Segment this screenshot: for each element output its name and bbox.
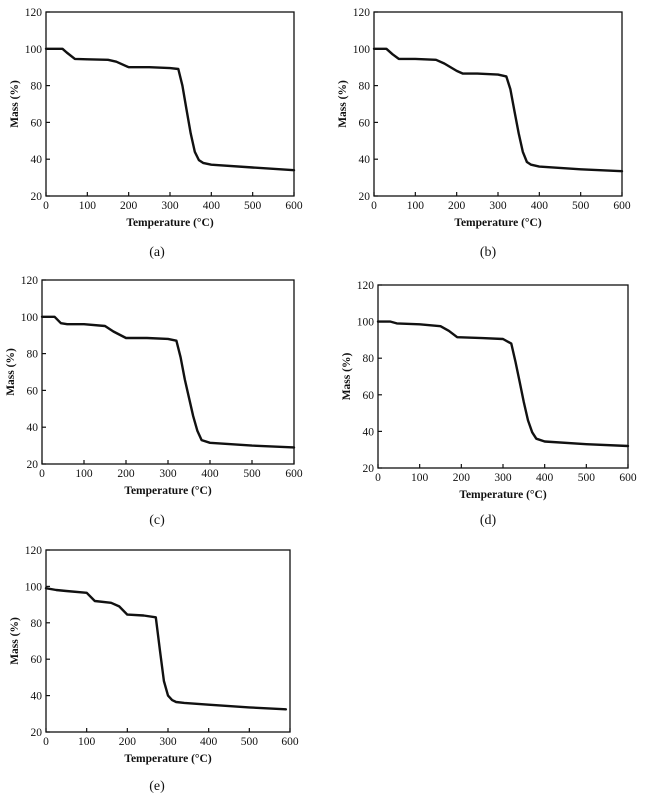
y-tick-label: 60 xyxy=(359,117,371,129)
y-axis-title: Mass (%) xyxy=(341,353,353,401)
y-tick-label: 40 xyxy=(31,691,43,703)
panel-caption: (c) xyxy=(149,513,165,528)
mass-loss-curve xyxy=(44,47,296,172)
panel-caption: (d) xyxy=(480,513,497,528)
plot-frame xyxy=(41,279,295,465)
panel-caption: (b) xyxy=(480,245,497,260)
y-tick-label: 20 xyxy=(31,727,43,739)
chart-panel-3: 20 40 60 80 100 120 0 100 200 300 400 500 600 Tempera… xyxy=(5,275,303,528)
y-axis-title: Mass (%) xyxy=(9,80,21,128)
x-tick-label: 500 xyxy=(241,736,259,748)
x-axis-title: Temperature (°C) xyxy=(124,485,211,497)
y-axis-title: Mass (%) xyxy=(9,617,21,665)
x-tick-label: 200 xyxy=(448,200,466,212)
x-tick-label: 0 xyxy=(43,200,49,212)
y-tick-label: 60 xyxy=(363,390,375,402)
x-tick-label: 300 xyxy=(159,736,177,748)
x-tick-label: 100 xyxy=(79,200,97,212)
x-tick-label: 200 xyxy=(120,200,138,212)
x-tick-label: 500 xyxy=(578,472,596,484)
panel-caption: (e) xyxy=(149,779,165,794)
y-tick-label: 120 xyxy=(25,545,43,557)
x-tick-label: 0 xyxy=(375,472,381,484)
x-tick-label: 0 xyxy=(43,736,49,748)
x-tick-label: 600 xyxy=(281,736,299,748)
x-tick-label: 400 xyxy=(203,200,221,212)
x-tick-label: 100 xyxy=(411,472,429,484)
y-tick-label: 100 xyxy=(357,317,375,329)
x-tick-label: 300 xyxy=(161,200,179,212)
mass-loss-curve xyxy=(40,315,296,449)
x-tick-label: 300 xyxy=(494,472,512,484)
plot-frame xyxy=(377,284,629,469)
chart-panel-5: 20 40 60 80 100 120 0 100 200 300 400 500 600 Tempera… xyxy=(9,545,299,794)
x-tick-label: 300 xyxy=(159,468,177,480)
y-tick-label: 80 xyxy=(27,349,39,361)
y-tick-label: 120 xyxy=(21,275,39,287)
x-tick-label: 600 xyxy=(285,200,303,212)
x-tick-label: 400 xyxy=(200,736,218,748)
y-tick-label: 80 xyxy=(363,353,375,365)
x-tick-label: 400 xyxy=(201,468,219,480)
y-tick-label: 120 xyxy=(353,7,371,19)
x-tick-label: 600 xyxy=(285,468,303,480)
y-tick-label: 100 xyxy=(25,44,43,56)
x-tick-label: 400 xyxy=(536,472,554,484)
x-tick-label: 100 xyxy=(407,200,425,212)
chart-panel-1: 20 40 60 80 100 120 0 100 200 300 400 500 600 Tempera… xyxy=(9,7,303,260)
y-axis-title: Mass (%) xyxy=(5,348,17,396)
y-tick-label: 20 xyxy=(31,191,43,203)
x-tick-label: 0 xyxy=(371,200,377,212)
y-tick-label: 120 xyxy=(357,280,375,292)
x-tick-label: 600 xyxy=(619,472,637,484)
x-tick-label: 200 xyxy=(117,468,135,480)
x-tick-label: 500 xyxy=(244,200,262,212)
y-tick-label: 20 xyxy=(359,191,371,203)
panel-caption: (a) xyxy=(149,245,165,260)
y-tick-label: 80 xyxy=(31,81,43,93)
x-tick-label: 200 xyxy=(119,736,137,748)
x-axis-title: Temperature (°C) xyxy=(459,489,546,501)
x-tick-label: 600 xyxy=(613,200,631,212)
mass-loss-curve xyxy=(44,587,288,711)
x-tick-label: 400 xyxy=(531,200,549,212)
x-tick-label: 0 xyxy=(39,468,45,480)
x-axis-title: Temperature (°C) xyxy=(126,217,213,229)
y-tick-label: 60 xyxy=(27,385,39,397)
chart-panel-2: 20 40 60 80 100 120 0 100 200 300 400 500 600 Tempera… xyxy=(337,7,631,260)
chart-panel-4: 20 40 60 80 100 120 0 100 200 300 400 500 600 Tempera… xyxy=(341,280,637,528)
y-axis-title: Mass (%) xyxy=(337,80,349,128)
y-tick-label: 100 xyxy=(21,312,39,324)
y-tick-label: 40 xyxy=(359,154,371,166)
x-axis-title: Temperature (°C) xyxy=(454,217,541,229)
x-tick-label: 100 xyxy=(75,468,93,480)
y-tick-label: 40 xyxy=(27,422,39,434)
y-tick-label: 100 xyxy=(353,44,371,56)
x-tick-label: 500 xyxy=(243,468,261,480)
y-tick-label: 40 xyxy=(31,154,43,166)
y-tick-label: 120 xyxy=(25,7,43,19)
x-tick-label: 200 xyxy=(453,472,471,484)
y-tick-label: 20 xyxy=(27,459,39,471)
x-tick-label: 500 xyxy=(572,200,590,212)
y-tick-label: 80 xyxy=(359,81,371,93)
x-axis-title: Temperature (°C) xyxy=(124,753,211,765)
y-tick-label: 80 xyxy=(31,618,43,630)
y-tick-label: 60 xyxy=(31,654,43,666)
x-tick-label: 100 xyxy=(78,736,96,748)
y-tick-label: 100 xyxy=(25,581,43,593)
plot-frame xyxy=(45,549,291,733)
x-tick-label: 300 xyxy=(489,200,507,212)
y-tick-label: 20 xyxy=(363,463,375,475)
mass-loss-curve xyxy=(372,47,624,173)
y-tick-label: 40 xyxy=(363,426,375,438)
mass-loss-curve xyxy=(376,320,630,448)
y-tick-label: 60 xyxy=(31,117,43,129)
